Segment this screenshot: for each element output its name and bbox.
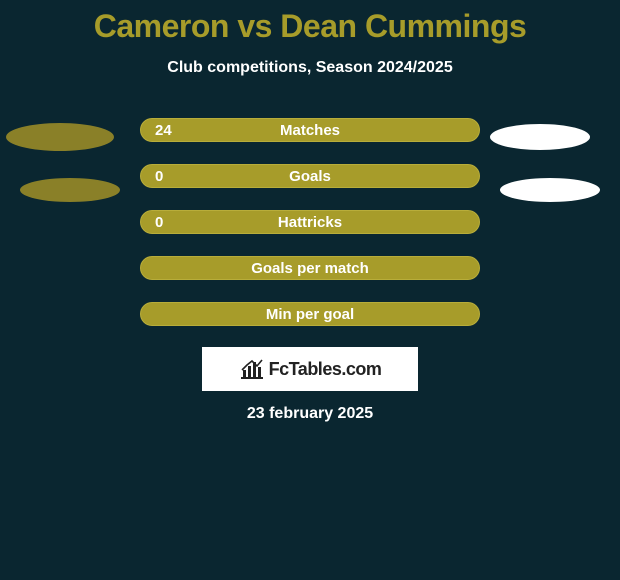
brand-box: FcTables.com xyxy=(202,347,418,391)
brand-text: FcTables.com xyxy=(269,359,382,380)
decor-ellipse xyxy=(490,124,590,150)
stat-bar: 0 Goals xyxy=(140,164,480,188)
stat-label: Goals per match xyxy=(141,260,479,277)
decor-ellipse xyxy=(20,178,120,202)
infographic-canvas: Cameron vs Dean Cummings Club competitio… xyxy=(0,0,620,580)
subtitle: Club competitions, Season 2024/2025 xyxy=(0,59,620,77)
stat-label: Matches xyxy=(141,122,479,139)
date-text: 23 february 2025 xyxy=(0,405,620,423)
stat-bar: 0 Hattricks xyxy=(140,210,480,234)
stat-row-mpg: Min per goal xyxy=(0,291,620,337)
page-title: Cameron vs Dean Cummings xyxy=(0,0,620,45)
stat-label: Min per goal xyxy=(141,306,479,323)
stat-label: Goals xyxy=(141,168,479,185)
stat-row-gpm: Goals per match xyxy=(0,245,620,291)
stat-bar: Min per goal xyxy=(140,302,480,326)
stat-bar: 24 Matches xyxy=(140,118,480,142)
stat-row-hattricks: 0 Hattricks xyxy=(0,199,620,245)
decor-ellipse xyxy=(500,178,600,202)
stat-label: Hattricks xyxy=(141,214,479,231)
stat-bar: Goals per match xyxy=(140,256,480,280)
chart-icon xyxy=(239,358,265,380)
decor-ellipse xyxy=(6,123,114,151)
